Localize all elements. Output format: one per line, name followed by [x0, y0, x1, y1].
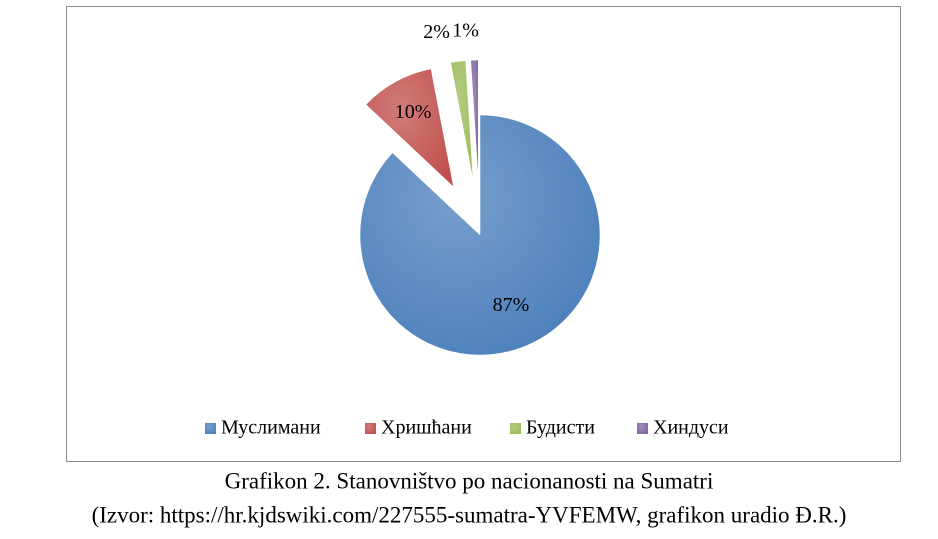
legend-label: Муслимани: [221, 417, 321, 439]
legend-swatch: [205, 423, 216, 434]
legend-swatch: [365, 423, 376, 434]
data-label: 87%: [493, 294, 530, 316]
legend-swatch: [510, 423, 521, 434]
legend-label: Будисти: [526, 417, 595, 439]
pie-slice: [359, 114, 601, 356]
data-label: 1%: [452, 20, 479, 42]
pie-slice: [470, 59, 479, 181]
caption-line: Grafikon 2. Stanovništvo po nacionanosti…: [225, 468, 714, 493]
data-label: 2%: [423, 21, 450, 43]
pie-slice: [365, 68, 454, 188]
legend-swatch: [637, 423, 648, 434]
caption-line: (Izvor: https://hr.kjdswiki.com/227555-s…: [92, 502, 847, 527]
legend-label: Хиндуси: [653, 417, 729, 439]
legend-label: Хришћани: [381, 417, 472, 439]
pie-slice: [450, 60, 474, 181]
data-label: 10%: [395, 101, 432, 123]
